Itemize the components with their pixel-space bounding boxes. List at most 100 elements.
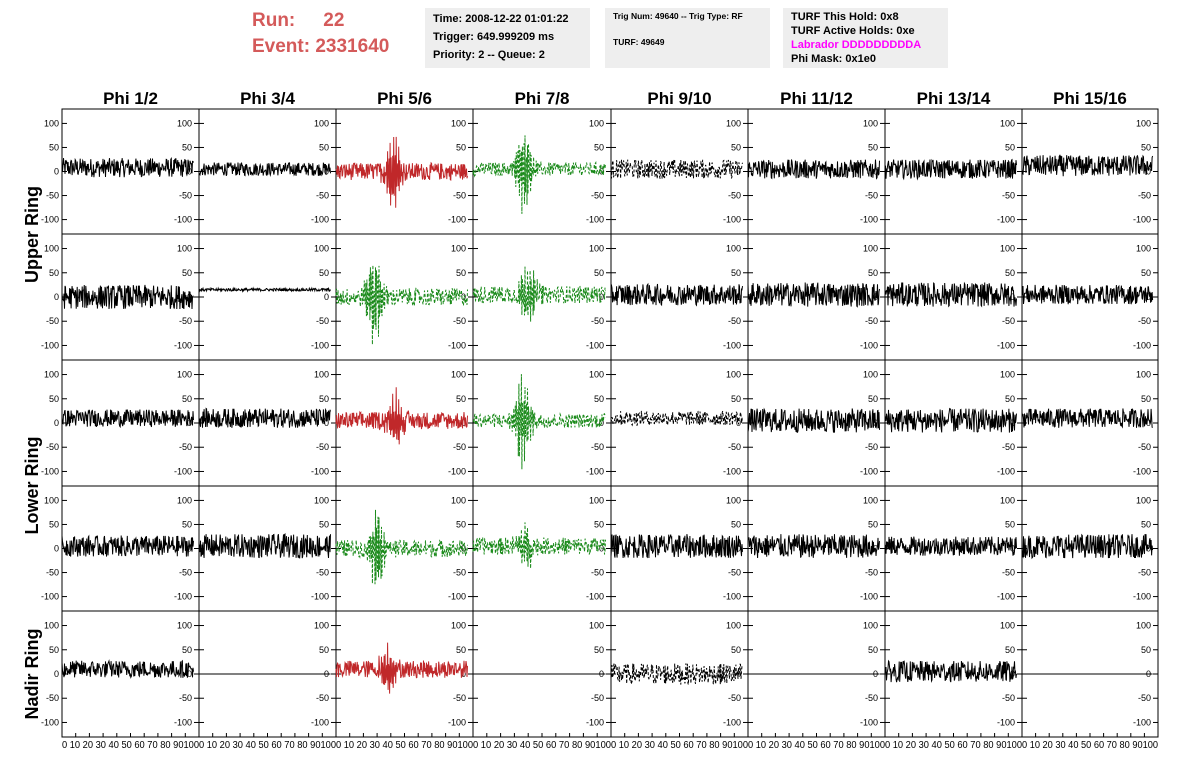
waveform-trace (335, 264, 468, 345)
y-tick-label-right: 50 (868, 519, 878, 529)
y-tick-label-right: 50 (456, 394, 466, 404)
y-tick-label-right: -50 (316, 442, 329, 452)
panel-r1-c6: -100 -50 0 50 100 (747, 108, 886, 235)
waveform-trace (747, 159, 880, 180)
y-tick-label-right: 100 (863, 621, 878, 631)
y-tick-label-left: 50 (49, 268, 59, 278)
y-tick-label-right: -50 (591, 693, 604, 703)
column-title-7: Phi 13/14 (917, 89, 991, 108)
y-tick-label-left: -100 (41, 215, 59, 225)
waveform-trace (472, 374, 606, 470)
y-tick-label-right: -50 (1002, 191, 1015, 201)
y-tick-label-right: -50 (1138, 568, 1151, 578)
waveform-trace (610, 662, 743, 686)
y-tick-label-right: 50 (319, 394, 329, 404)
y-tick-label-left: -50 (46, 693, 59, 703)
y-tick-label-right: 0 (1010, 292, 1015, 302)
row-label-upper-ring: Upper Ring (22, 186, 42, 283)
y-tick-label-right: 50 (1005, 394, 1015, 404)
y-tick-label-right: 0 (736, 167, 741, 177)
waveform-trace (884, 536, 1017, 556)
waveform-trace (884, 659, 1017, 683)
labrador-line: Labrador DDDDDDDDDA (791, 39, 922, 51)
y-tick-label-right: -50 (728, 568, 741, 578)
y-tick-label-right: 50 (594, 645, 604, 655)
event-label: Event: (252, 36, 311, 57)
run-label: Run: (252, 10, 296, 31)
y-tick-label-right: -50 (453, 316, 466, 326)
y-tick-label-right: -100 (448, 340, 466, 350)
y-tick-label-right: 50 (731, 142, 741, 152)
y-tick-label-right: 50 (182, 268, 192, 278)
y-tick-label-right: -50 (453, 442, 466, 452)
y-tick-label-right: -50 (728, 693, 741, 703)
y-tick-label-right: -50 (865, 316, 878, 326)
x-tick-labels: 0 10 20 30 40 50 60 70 80 90100 (199, 740, 336, 751)
y-tick-label-left: 0 (54, 167, 59, 177)
waveform-trace (1021, 154, 1154, 177)
row-label-lower-ring: Lower Ring (22, 437, 42, 535)
y-tick-label-left: -100 (41, 592, 59, 602)
waveform-trace (472, 266, 606, 322)
y-tick-label-right: -100 (586, 340, 604, 350)
panel-r4-c5: -100 -50 0 50 100 (610, 485, 749, 612)
y-tick-label-right: -100 (311, 340, 329, 350)
y-tick-label-right: 100 (726, 118, 741, 128)
y-tick-label-left: 0 (54, 544, 59, 554)
y-tick-label-right: -50 (865, 191, 878, 201)
y-tick-label-right: -100 (860, 466, 878, 476)
panel-r1-c8: -100 -50 0 50 100 (1021, 108, 1159, 235)
waveform-trace (61, 534, 194, 557)
y-tick-label-right: 100 (177, 370, 192, 380)
y-tick-label-right: 100 (1136, 244, 1151, 254)
y-tick-label-right: 100 (589, 495, 604, 505)
y-tick-label-left: -100 (41, 717, 59, 727)
y-tick-label-right: -100 (723, 215, 741, 225)
y-tick-label-right: 100 (1000, 118, 1015, 128)
y-tick-label-right: 50 (594, 394, 604, 404)
y-tick-label-right: -50 (316, 693, 329, 703)
y-tick-label-right: -100 (997, 466, 1015, 476)
y-tick-label-left: 0 (54, 418, 59, 428)
panel-frame (472, 108, 612, 235)
y-tick-label-right: -50 (1002, 316, 1015, 326)
waveform-trace (335, 509, 468, 585)
turf-hold-line: TURF This Hold: 0x8 (791, 11, 899, 23)
waveform-trace (610, 282, 743, 307)
waveform-trace (61, 659, 194, 679)
panel-r2-c3: -100 -50 0 50 100 (335, 233, 474, 361)
y-tick-label-right: -50 (316, 568, 329, 578)
y-tick-label-right: -50 (1138, 442, 1151, 452)
y-tick-label-right: 100 (314, 118, 329, 128)
y-tick-label-right: -100 (997, 717, 1015, 727)
y-tick-label-right: -100 (174, 717, 192, 727)
waveform-trace (1021, 533, 1154, 560)
y-tick-label-right: 50 (731, 268, 741, 278)
waveform-trace (884, 158, 1017, 181)
waveform-trace (610, 534, 743, 559)
x-tick-labels: 0 10 20 30 40 50 60 70 80 90100 (748, 740, 885, 751)
y-tick-label-right: 100 (1000, 244, 1015, 254)
y-tick-label-right: -50 (591, 316, 604, 326)
waveform-trace (198, 286, 331, 294)
y-tick-label-left: -50 (46, 568, 59, 578)
y-tick-label-right: -100 (174, 215, 192, 225)
waveform-trace (610, 410, 743, 428)
x-tick-labels: 0 10 20 30 40 50 60 70 80 90100 (62, 740, 199, 751)
y-tick-label-right: -100 (1133, 215, 1151, 225)
x-tick-labels: 0 10 20 30 40 50 60 70 80 90100 (1022, 740, 1158, 751)
y-tick-label-left: 100 (44, 370, 59, 380)
y-tick-label-left: 100 (44, 118, 59, 128)
run-value: 22 (323, 10, 345, 31)
waveform-trace (747, 407, 880, 433)
y-tick-label-right: 50 (319, 519, 329, 529)
